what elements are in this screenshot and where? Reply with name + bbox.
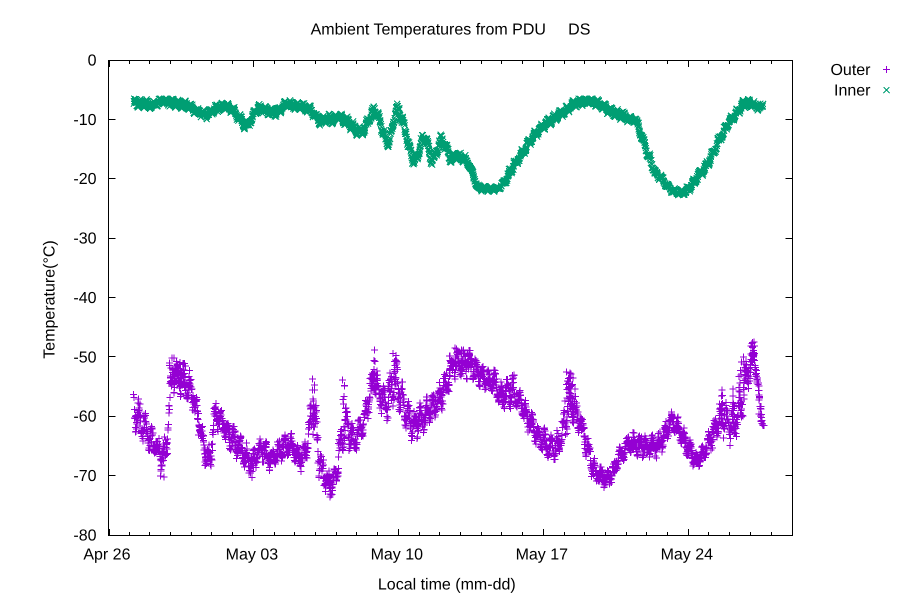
svg-text:-10: -10	[73, 112, 96, 129]
svg-text:Temperature(°C): Temperature(°C)	[41, 240, 58, 358]
svg-text:-80: -80	[73, 527, 96, 544]
svg-text:Apr 26: Apr 26	[83, 547, 130, 564]
svg-text:May 24: May 24	[661, 547, 714, 564]
svg-text:Inner: Inner	[834, 83, 871, 100]
svg-text:Ambient Temperatures from PDU: Ambient Temperatures from PDU DS	[311, 21, 591, 38]
svg-text:-20: -20	[73, 171, 96, 188]
svg-text:0: 0	[88, 52, 97, 69]
svg-text:-60: -60	[73, 409, 96, 426]
svg-text:Outer: Outer	[830, 62, 871, 79]
svg-text:-70: -70	[73, 468, 96, 485]
svg-text:-50: -50	[73, 349, 96, 366]
svg-text:May 03: May 03	[226, 547, 279, 564]
svg-text:-30: -30	[73, 231, 96, 248]
svg-text:-40: -40	[73, 290, 96, 307]
svg-text:May 17: May 17	[516, 547, 569, 564]
svg-text:Local time (mm-dd): Local time (mm-dd)	[378, 577, 516, 594]
svg-text:May 10: May 10	[371, 547, 424, 564]
